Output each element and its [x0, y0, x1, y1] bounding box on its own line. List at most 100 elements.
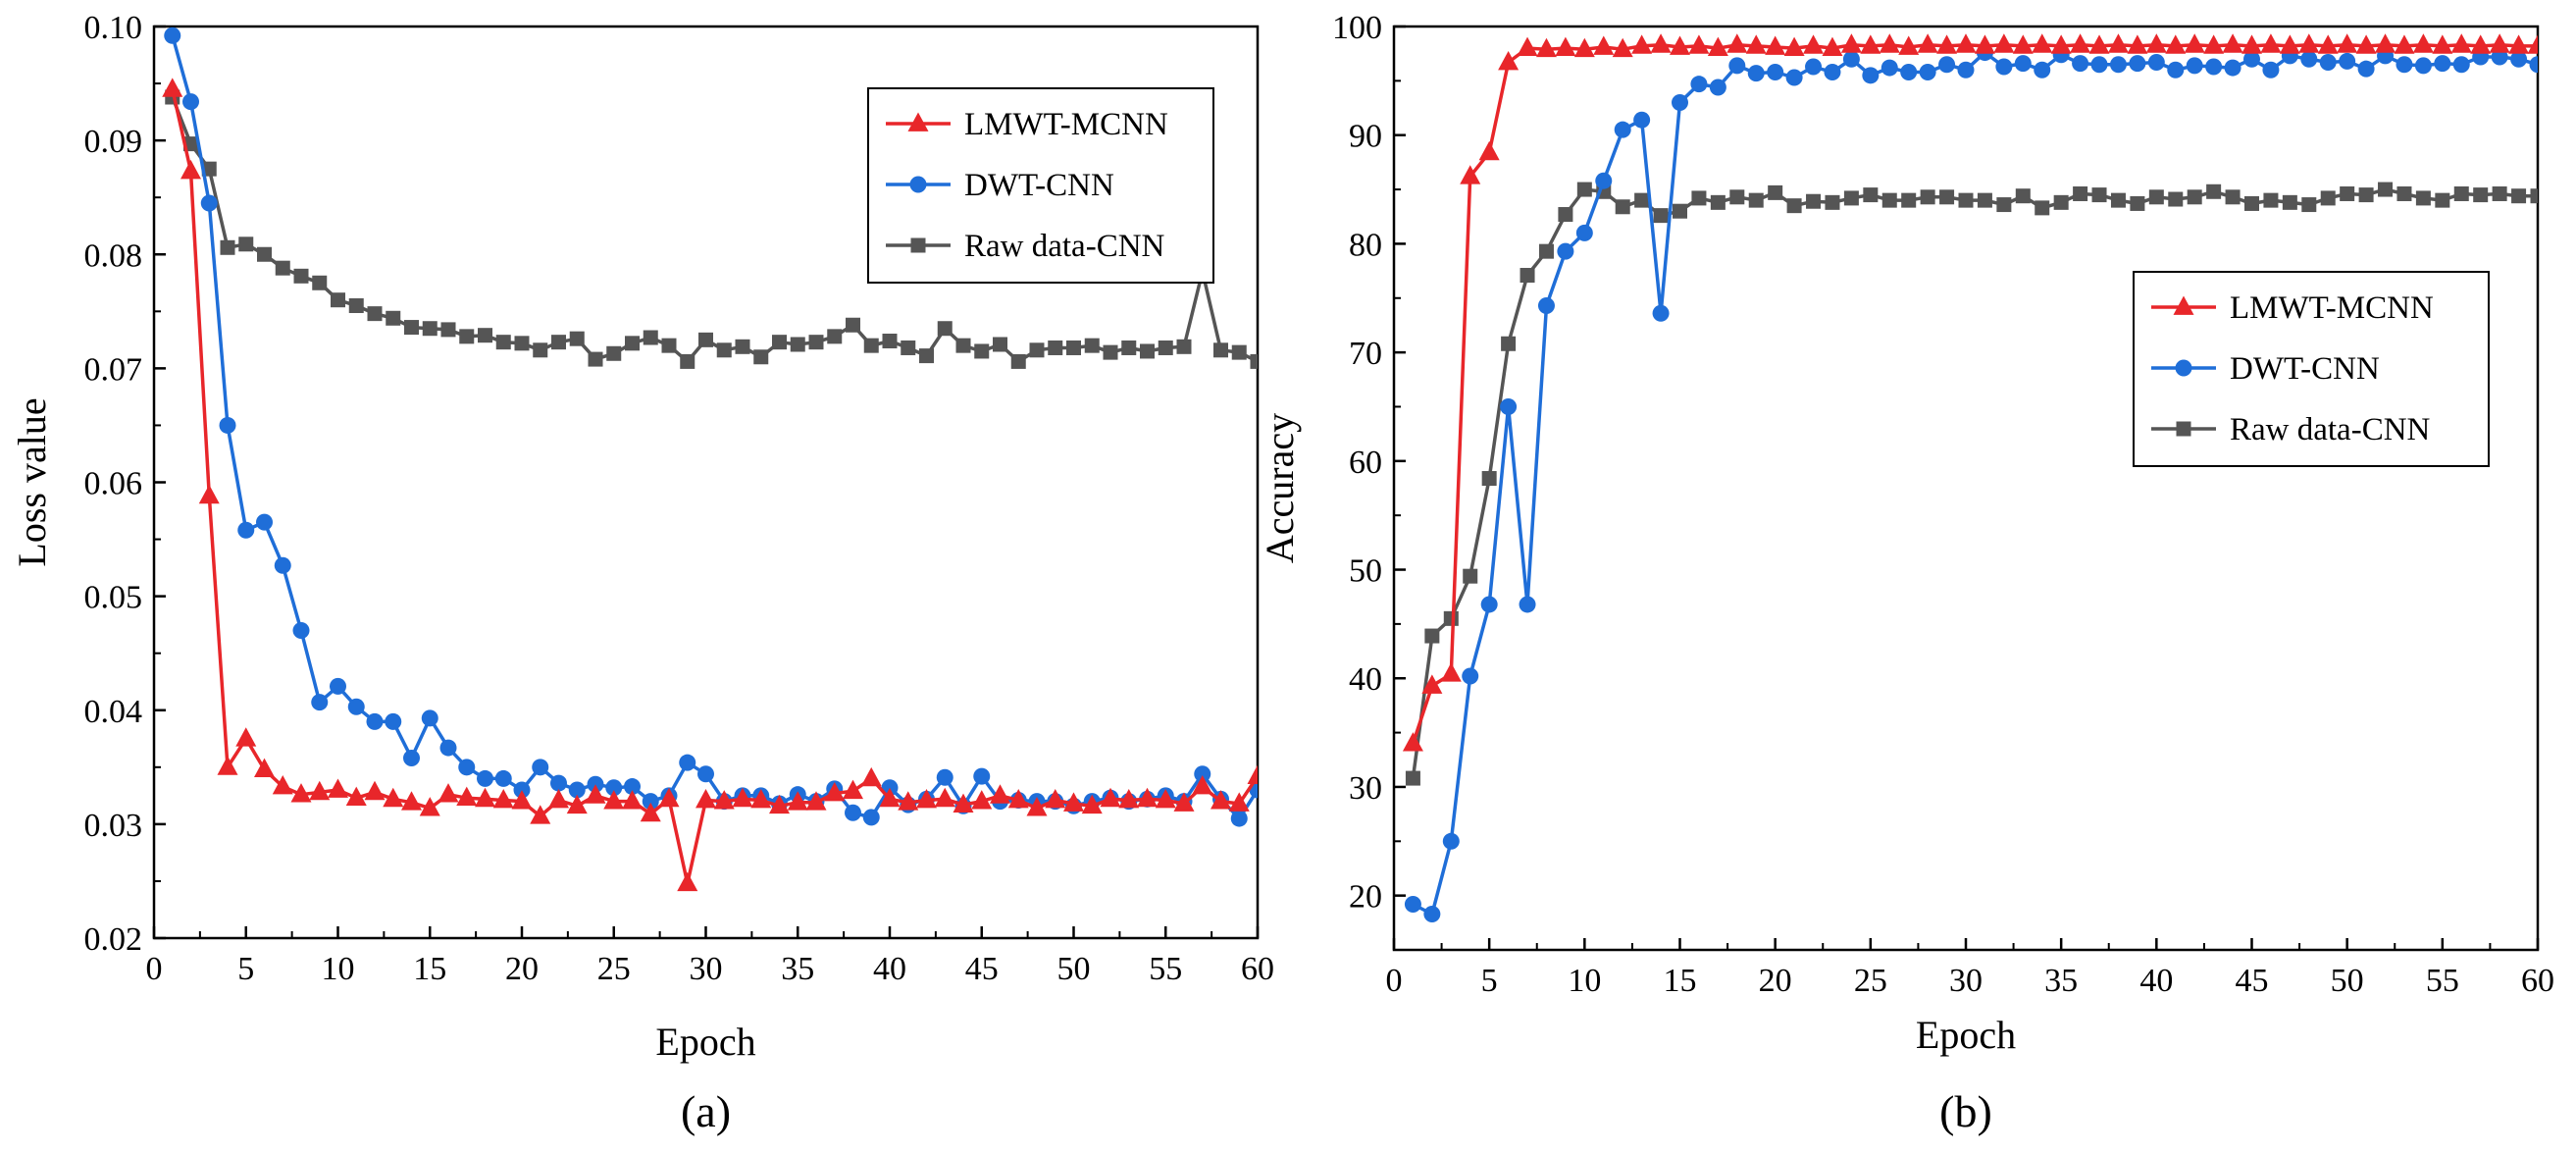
x-tick-label: 30 — [690, 951, 723, 987]
legend-swatch-marker — [2175, 359, 2192, 377]
data-point — [401, 791, 422, 811]
data-point — [312, 275, 328, 290]
legend-swatch-marker — [2173, 295, 2194, 315]
data-point — [2127, 34, 2148, 54]
data-point — [2357, 60, 2375, 78]
data-point — [955, 338, 971, 353]
y-tick-label: 60 — [1349, 445, 1382, 481]
data-point — [1010, 353, 1026, 369]
data-point — [2035, 200, 2050, 216]
data-point — [2186, 57, 2203, 75]
data-point — [1593, 35, 1615, 55]
data-point — [2053, 194, 2069, 210]
data-point — [217, 756, 238, 775]
data-point — [1709, 79, 1726, 96]
x-tick-label: 5 — [237, 951, 254, 987]
data-point — [494, 769, 512, 787]
data-point — [882, 334, 898, 349]
data-point — [1194, 765, 1211, 783]
data-point — [1463, 568, 1478, 584]
data-point — [605, 779, 623, 797]
data-point — [1863, 187, 1879, 203]
data-point — [1840, 33, 1862, 53]
legend-label: Raw data-CNN — [2230, 412, 2431, 447]
data-point — [2072, 55, 2089, 73]
data-point — [1519, 596, 1536, 613]
data-point — [2206, 184, 2222, 199]
data-point — [551, 335, 566, 350]
data-point — [2279, 34, 2300, 54]
data-point — [2148, 189, 2164, 205]
data-point — [198, 484, 220, 504]
data-point — [1211, 790, 1231, 810]
data-point — [1748, 192, 1764, 208]
data-point — [606, 345, 622, 361]
data-point — [2452, 56, 2470, 74]
data-point — [1192, 775, 1213, 795]
data-point — [603, 790, 625, 810]
data-point — [1424, 628, 1440, 644]
data-point — [2412, 33, 2434, 53]
data-point — [1155, 788, 1176, 809]
data-point — [1158, 340, 1173, 355]
x-axis-title: Epoch — [1916, 1013, 2016, 1057]
data-point — [1747, 65, 1765, 82]
data-point — [587, 775, 604, 793]
y-tick-label: 0.07 — [84, 351, 143, 388]
data-point — [1421, 674, 1443, 694]
legend-swatch-marker — [907, 112, 929, 131]
data-point — [475, 787, 495, 808]
data-point — [1140, 343, 1155, 359]
data-point — [511, 790, 533, 810]
y-tick-label: 0.10 — [84, 10, 143, 46]
data-point — [403, 750, 420, 767]
data-point — [477, 769, 493, 787]
data-point — [238, 236, 254, 252]
data-point — [1176, 339, 1192, 354]
data-point — [2203, 34, 2225, 54]
data-point — [219, 416, 236, 434]
data-point — [162, 78, 183, 97]
data-point — [532, 759, 549, 776]
data-point — [421, 709, 438, 727]
data-point — [1440, 662, 1462, 682]
data-point — [492, 788, 514, 809]
data-point — [1767, 63, 1784, 80]
data-point — [1029, 342, 1045, 358]
data-point — [805, 791, 827, 811]
y-tick-label: 0.05 — [84, 580, 143, 616]
legend-label: DWT-CNN — [2230, 351, 2380, 387]
data-point — [1860, 34, 1881, 54]
data-point — [458, 759, 476, 776]
data-point — [993, 337, 1007, 352]
data-point — [2529, 56, 2538, 74]
data-point — [2014, 55, 2032, 73]
data-point — [2527, 34, 2538, 54]
x-tick-label: 45 — [2236, 963, 2269, 999]
data-point — [862, 809, 880, 826]
x-tick-label: 40 — [2139, 963, 2173, 999]
data-point — [588, 351, 603, 367]
data-point — [1901, 192, 1917, 208]
data-point — [2110, 192, 2126, 208]
data-point — [1653, 208, 1669, 224]
data-point — [459, 329, 475, 344]
data-point — [2090, 56, 2108, 74]
data-point — [1481, 471, 1497, 487]
y-tick-label: 0.03 — [84, 808, 143, 844]
loss-chart: 0 5 10 15 20 25 30 35 40 45 50 55 60 0.02 0.03 0.04 0.05… — [10, 10, 1274, 1136]
panel-label: (b) — [1939, 1086, 1992, 1136]
data-point — [1137, 787, 1158, 808]
x-tick-label: 15 — [413, 951, 446, 987]
x-tick-label: 0 — [146, 951, 163, 987]
data-point — [640, 802, 661, 822]
data-point — [2184, 33, 2205, 53]
data-point — [2241, 34, 2262, 54]
data-point — [200, 194, 218, 212]
legend-box — [2133, 271, 2490, 467]
data-point — [2243, 50, 2260, 68]
y-tick-label: 0.04 — [84, 694, 143, 730]
data-point — [1955, 33, 1977, 53]
data-point — [1690, 76, 1708, 93]
data-point — [1880, 59, 1898, 77]
